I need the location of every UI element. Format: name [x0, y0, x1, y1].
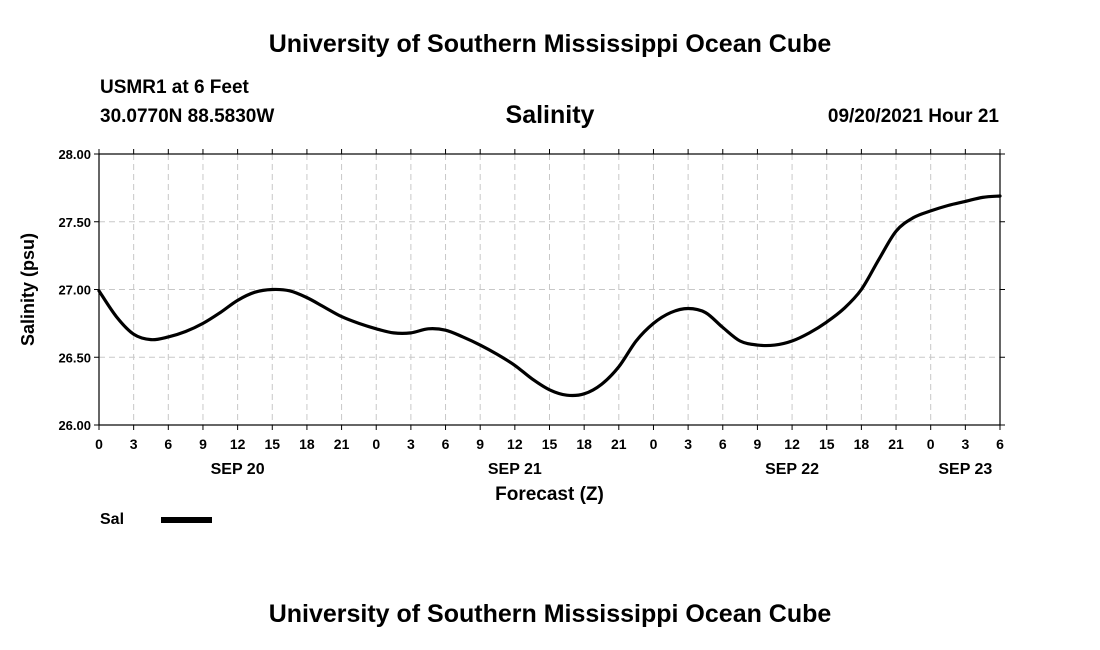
- x-axis-label: Forecast (Z): [495, 484, 604, 505]
- y-tick-label: 26.50: [58, 350, 91, 365]
- x-date-label: SEP 21: [488, 461, 542, 478]
- x-tick-label: 3: [684, 436, 692, 452]
- forecast-datetime: 09/20/2021 Hour 21: [827, 106, 999, 127]
- x-tick-label: 9: [754, 436, 762, 452]
- x-tick-label: 12: [230, 436, 246, 452]
- y-tick-label: 27.50: [58, 215, 91, 230]
- series-line-sal: [97, 194, 1002, 398]
- y-axis-label: Salinity (psu): [18, 233, 38, 346]
- x-tick-label: 15: [819, 436, 835, 452]
- x-tick-label: 6: [164, 436, 172, 452]
- x-tick-label: 18: [299, 436, 315, 452]
- y-tick-label: 28.00: [58, 147, 91, 162]
- chart-title: Salinity: [505, 101, 595, 129]
- header-title: University of Southern Mississippi Ocean…: [268, 30, 832, 58]
- x-tick-label: 0: [650, 436, 658, 452]
- footer-title: University of Southern Mississippi Ocean…: [268, 600, 832, 628]
- x-tick-label: 9: [199, 436, 207, 452]
- x-tick-label: 18: [854, 436, 870, 452]
- x-date-label: SEP 22: [765, 461, 819, 478]
- x-tick-label: 6: [719, 436, 727, 452]
- x-date-label: SEP 23: [938, 461, 992, 478]
- legend-swatch: [161, 517, 212, 523]
- x-tick-label: 3: [961, 436, 969, 452]
- x-tick-label: 0: [927, 436, 935, 452]
- station-coordinates: 30.0770N 88.5830W: [100, 106, 275, 127]
- x-tick-label: 9: [476, 436, 484, 452]
- station-label: USMR1 at 6 Feet: [100, 77, 249, 98]
- x-tick-label: 12: [507, 436, 523, 452]
- x-tick-label: 21: [888, 436, 904, 452]
- x-tick-label: 15: [264, 436, 280, 452]
- x-tick-label: 18: [576, 436, 592, 452]
- y-tick-label: 27.00: [58, 283, 91, 298]
- x-tick-label: 0: [372, 436, 380, 452]
- x-tick-label: 15: [542, 436, 558, 452]
- x-date-label: SEP 20: [211, 461, 265, 478]
- x-tick-label: 21: [334, 436, 350, 452]
- x-tick-label: 12: [784, 436, 800, 452]
- x-tick-label: 3: [130, 436, 138, 452]
- x-tick-label: 0: [95, 436, 103, 452]
- x-tick-label: 6: [442, 436, 450, 452]
- legend-label: Sal: [100, 511, 125, 528]
- x-tick-label: 3: [407, 436, 415, 452]
- x-tick-label: 21: [611, 436, 627, 452]
- x-tick-label: 6: [996, 436, 1004, 452]
- y-tick-label: 26.00: [58, 418, 91, 433]
